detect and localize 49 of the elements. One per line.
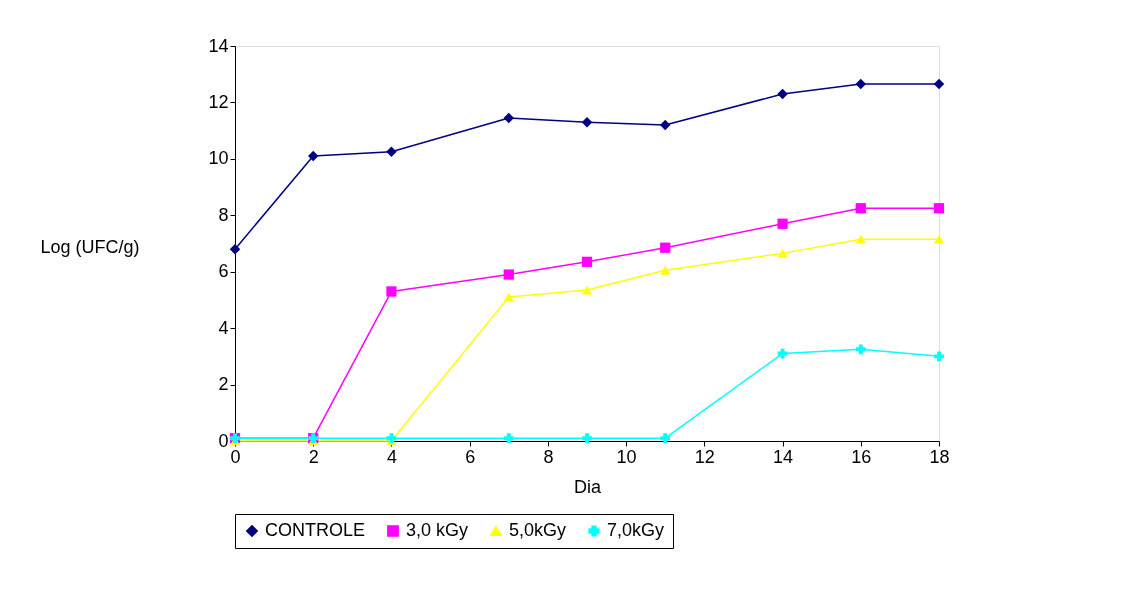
legend-label: CONTROLE	[265, 520, 366, 540]
x-tick-label: 12	[694, 446, 715, 467]
point	[503, 269, 514, 280]
x-tick-label: 10	[616, 446, 637, 467]
point	[659, 119, 671, 131]
point	[582, 433, 592, 444]
point	[503, 433, 514, 444]
point	[581, 116, 593, 128]
y-tick-label: 10	[208, 148, 229, 169]
point	[660, 265, 671, 275]
point	[386, 146, 397, 158]
point	[307, 150, 319, 162]
y-tick-label: 0	[218, 430, 229, 451]
point	[855, 78, 867, 90]
x-axis-title: Dia	[573, 476, 602, 497]
point	[777, 249, 788, 258]
y-tick-label: 2	[218, 374, 229, 395]
legend-label: 5,0kGy	[509, 520, 567, 540]
point	[933, 203, 945, 214]
point	[855, 203, 866, 214]
x-tick-label: 2	[308, 446, 319, 467]
x-tick-label: 14	[773, 446, 794, 467]
point	[581, 256, 593, 267]
point	[660, 433, 671, 444]
y-tick-label: 8	[218, 204, 229, 225]
point	[777, 88, 788, 100]
x-tick-label: 8	[543, 446, 554, 467]
x-tick-label: 16	[851, 446, 872, 467]
point	[933, 78, 945, 90]
point	[660, 242, 671, 253]
y-tick-label: 6	[218, 261, 229, 282]
point	[229, 243, 241, 255]
point	[503, 292, 514, 302]
y-axis-title: Log (UFC/g)	[40, 236, 140, 257]
legend-label: 7,0kGy	[607, 520, 665, 540]
point	[934, 351, 944, 362]
point	[386, 286, 397, 297]
point	[934, 234, 944, 244]
y-tick-label: 12	[208, 91, 229, 112]
x-tick-label: 4	[386, 446, 397, 467]
point	[855, 344, 866, 355]
x-tick-label: 18	[929, 446, 950, 467]
point	[503, 112, 515, 124]
y-tick-label: 4	[218, 317, 229, 338]
y-tick-label: 14	[208, 35, 229, 56]
legend-label: 3,0 kGy	[406, 520, 469, 540]
point	[777, 218, 788, 229]
point	[855, 234, 866, 244]
x-tick-label: 6	[465, 446, 476, 467]
